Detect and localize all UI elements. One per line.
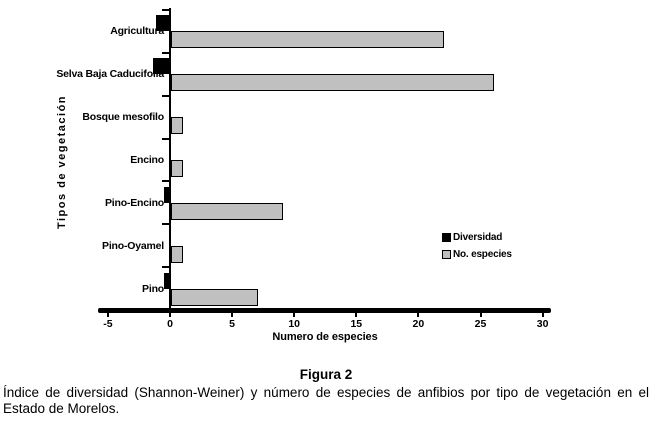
category-tick: [162, 94, 170, 97]
category-tick: [162, 266, 170, 269]
category-label: Bosque mesofilo: [82, 111, 164, 124]
x-tick-label: 5: [229, 318, 236, 330]
x-axis-line: [98, 308, 551, 313]
bar-diversidad: [163, 186, 170, 203]
chart-plot-area: Tipos de vegetación Numero de especies D…: [56, 8, 551, 343]
category-tick: [162, 51, 170, 54]
bar-especies: [171, 31, 445, 49]
bar-especies: [171, 117, 184, 135]
legend-item: No. especies: [442, 246, 512, 263]
x-tick-label: 25: [474, 318, 487, 330]
bar-especies: [171, 288, 258, 306]
x-axis-tick: [541, 313, 544, 317]
bar-diversidad: [152, 58, 170, 75]
legend-label: No. especies: [453, 249, 512, 260]
bar-diversidad: [163, 272, 170, 289]
x-axis-tick: [169, 313, 171, 317]
bar-diversidad: [156, 15, 170, 32]
legend-label: Diversidad: [453, 232, 503, 243]
x-tick-label: 10: [288, 318, 301, 330]
x-tick-label: -5: [103, 318, 113, 330]
category-label: Pino-Encino: [104, 196, 164, 209]
category-tick: [162, 9, 170, 11]
category-label: Selva Baja Caducifolia: [56, 68, 164, 81]
x-tick-label: 30: [536, 318, 549, 330]
x-tick-label: 20: [412, 318, 425, 330]
x-axis-tick: [417, 313, 420, 317]
bar-especies: [171, 74, 494, 92]
bar-especies: [171, 245, 184, 263]
x-axis-tick: [293, 313, 296, 317]
bar-especies: [171, 160, 184, 177]
x-axis-tick: [355, 313, 358, 317]
legend-swatch-diversidad: [442, 233, 451, 242]
x-axis-tick: [106, 313, 109, 317]
x-axis-title: Numero de especies: [272, 331, 378, 343]
category-label: Agricultura: [110, 25, 164, 38]
category-label: Pino-Oyamel: [102, 239, 164, 252]
category-label: Encino: [130, 154, 164, 166]
x-axis-tick: [231, 313, 234, 317]
x-tick-label: 15: [350, 318, 363, 330]
category-label: Pino: [142, 282, 164, 295]
legend-swatch-especies: [442, 250, 451, 259]
category-tick: [162, 223, 170, 226]
category-tick: [162, 180, 170, 183]
y-axis-line: [169, 8, 171, 310]
caption-text-line2: Estado de Morelos.: [3, 401, 120, 416]
x-axis-tick: [479, 313, 482, 317]
bar-especies: [171, 202, 283, 220]
x-tick-label: 0: [167, 318, 173, 330]
caption-title: Figura 2: [299, 367, 353, 382]
caption-text-line1: Índice de diversidad (Shannon-Weiner) y …: [3, 385, 649, 400]
category-tick: [162, 137, 170, 140]
legend-item: Diversidad: [442, 229, 502, 246]
